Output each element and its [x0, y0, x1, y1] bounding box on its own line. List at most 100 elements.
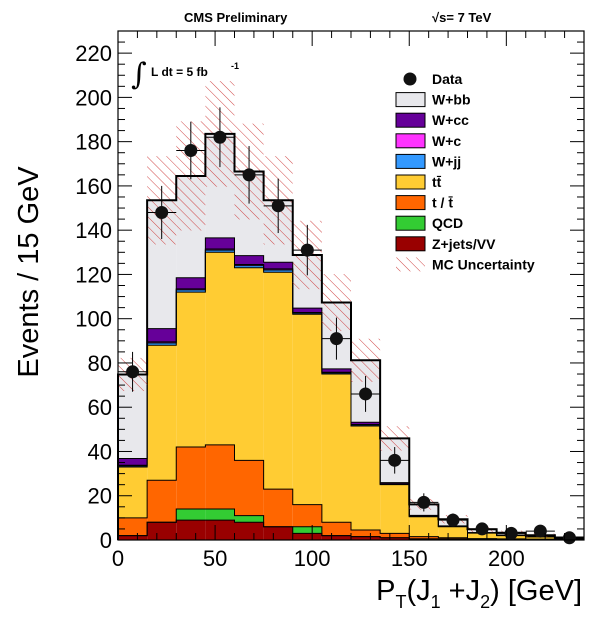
data-point	[242, 168, 256, 182]
bar-t-t	[380, 533, 410, 538]
bar-tt	[525, 536, 555, 540]
legend-label: Z+jets/VV	[432, 236, 496, 252]
bar-qcd	[205, 509, 235, 521]
x-axis-title-sub: 2	[480, 592, 490, 612]
bar-w-cc	[380, 482, 410, 484]
bar-w-c	[263, 268, 293, 271]
legend-label: W+bb	[432, 92, 471, 108]
x-axis-title-part: +J	[441, 575, 481, 607]
bar-tt	[321, 374, 351, 523]
x-tick-label: 50	[203, 546, 227, 571]
bar-w-jj	[292, 313, 322, 315]
bar-t-t	[321, 522, 351, 536]
legend-swatch-w-jj	[395, 153, 426, 169]
bar-w-jj	[234, 265, 264, 268]
legend-label: t / t̄	[432, 194, 454, 210]
x-axis-title-sub: T	[395, 592, 406, 612]
legend-label: W+cc	[432, 112, 469, 128]
data-point	[271, 199, 285, 213]
bar-t-t	[292, 504, 322, 527]
bar-w-jj	[118, 465, 148, 467]
y-tick-label: 140	[75, 218, 112, 243]
legend-label: QCD	[432, 215, 463, 231]
bar-tt	[438, 526, 468, 538]
bar-w-jj	[351, 424, 381, 427]
data-point	[126, 365, 140, 379]
legend-swatch-w-c	[395, 133, 426, 149]
bar-w-cc	[118, 458, 148, 466]
bar-qcd	[176, 509, 206, 521]
x-axis-title-sub: 1	[431, 592, 441, 612]
data-point	[417, 495, 431, 509]
x-tick-label: 100	[294, 546, 331, 571]
legend: Data W+bb W+cc W+c W+jj tt̄ t / t̄ QCD Z+jets/VV…	[395, 71, 535, 272]
bar-w-cc	[176, 277, 206, 289]
bar-w-jj	[263, 270, 293, 273]
y-tick-label: 160	[75, 174, 112, 199]
bar-w-c	[176, 288, 206, 290]
bar-tt	[292, 314, 322, 505]
data-point	[213, 130, 227, 144]
x-axis-title-part: P	[376, 575, 395, 607]
y-tick-label: 40	[88, 439, 112, 464]
bar-w-cc	[263, 262, 293, 269]
bar-t-t	[205, 444, 235, 510]
legend-label: tt̄	[432, 174, 442, 190]
bar-qcd	[234, 515, 264, 523]
x-axis-title: PT(J1 +J2) [GeV]	[376, 575, 582, 612]
bar-t-t	[176, 447, 206, 510]
data-point	[446, 513, 460, 527]
total-outline-layer	[117, 132, 584, 540]
data-point	[533, 524, 547, 538]
bar-t-t	[118, 517, 148, 536]
bar-z-jets-vv	[380, 537, 410, 540]
bar-w-jj	[205, 250, 235, 253]
bar-z-jets-vv	[205, 520, 235, 540]
data-point	[504, 526, 518, 540]
x-axis-title-part: ) [GeV]	[490, 575, 582, 607]
bar-qcd	[292, 526, 322, 534]
y-tick-label: 100	[75, 307, 112, 332]
data-point	[329, 332, 343, 346]
bar-tt	[467, 533, 497, 539]
bar-t-t	[409, 536, 439, 539]
bar-t-t	[438, 537, 468, 539]
bar-w-jj	[147, 343, 177, 346]
bar-z-jets-vv	[234, 522, 264, 540]
bar-w-cc	[205, 237, 235, 249]
bar-w-cc	[351, 422, 381, 425]
bar-w-c	[234, 264, 264, 266]
legend-swatch-w-bb	[395, 92, 426, 108]
y-tick-label: 220	[75, 41, 112, 66]
data-point	[562, 531, 576, 545]
data-point	[184, 144, 198, 158]
y-tick-label: 0	[100, 528, 112, 553]
bar-tt	[147, 345, 177, 481]
data-point	[388, 453, 402, 467]
legend-label: W+c	[432, 133, 461, 149]
y-tick-label: 80	[88, 351, 112, 376]
bar-w-c	[205, 248, 235, 251]
x-axis-title-part: (J	[406, 575, 430, 607]
legend-swatch-w-cc	[395, 112, 426, 128]
bar-z-jets-vv	[321, 535, 351, 540]
bar-tt	[380, 484, 410, 534]
bar-w-cc	[321, 368, 351, 373]
bar-z-jets-vv	[351, 536, 381, 540]
bar-w-jj	[321, 372, 351, 375]
bar-w-c	[147, 341, 177, 344]
x-tick-label: 0	[112, 546, 124, 571]
bar-z-jets-vv	[176, 520, 206, 540]
data-point	[155, 205, 169, 219]
y-tick-label: 60	[88, 395, 112, 420]
data-point	[475, 522, 489, 536]
legend-swatch-qcd	[395, 215, 426, 231]
x-tick-label: 200	[488, 546, 525, 571]
legend-label: Data	[432, 71, 463, 87]
header-left: CMS Preliminary	[184, 10, 288, 25]
legend-label: MC Uncertainty	[432, 256, 535, 272]
lumi-exponent: -1	[231, 61, 239, 71]
bar-t-t	[234, 460, 264, 516]
y-tick-label: 20	[88, 484, 112, 509]
